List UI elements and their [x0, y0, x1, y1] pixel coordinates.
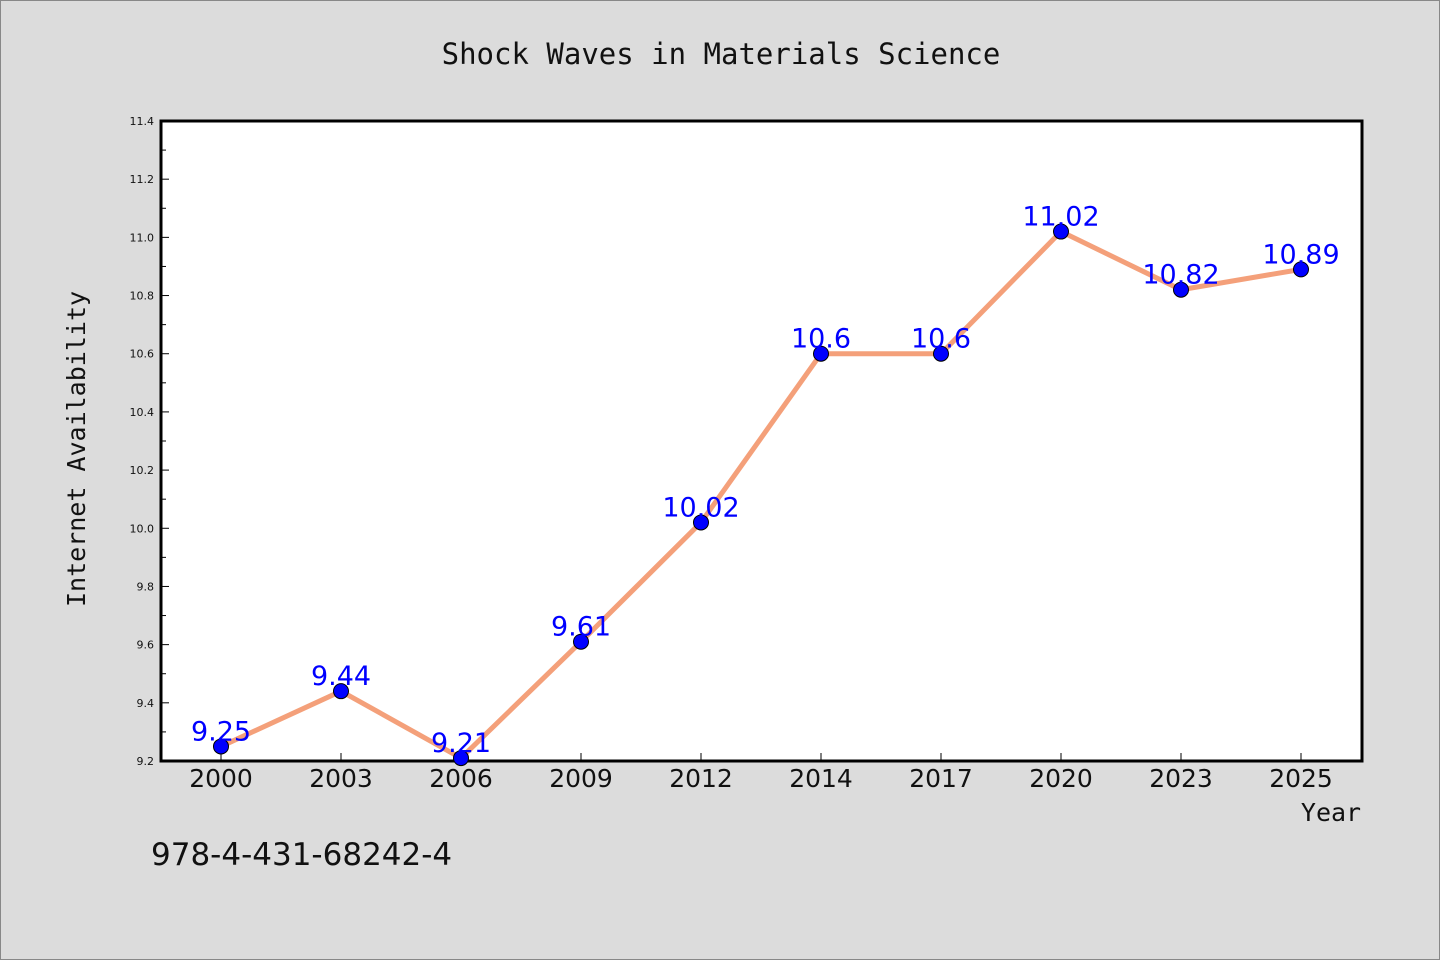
y-tick-label: 10.0: [130, 522, 155, 535]
y-tick-label: 10.8: [130, 290, 155, 303]
data-label: 10.82: [1142, 260, 1219, 291]
x-axis: 2000 2003 2006 2009 2012 2014 2017 2020 2023 2025: [189, 753, 1333, 793]
data-label: 9.25: [191, 716, 251, 747]
data-label: 10.02: [662, 492, 739, 523]
series-line: [218, 229, 1304, 761]
data-label: 10.89: [1262, 239, 1339, 270]
y-tick-label: 10.2: [130, 464, 155, 477]
x-tick-label: 2003: [309, 764, 373, 793]
x-tick-label: 2014: [789, 764, 853, 793]
data-label: 9.44: [311, 661, 371, 692]
data-point: [1293, 261, 1309, 278]
y-tick-label: 11.4: [130, 115, 155, 128]
y-tick-label: 10.6: [130, 348, 155, 361]
data-label: 10.6: [791, 324, 851, 355]
isbn-text: 978-4-431-68242-4: [151, 837, 452, 873]
data-point: [1053, 223, 1069, 240]
x-tick-label: 2009: [549, 764, 613, 793]
x-tick-label: 2017: [909, 764, 973, 793]
y-tick-label: 9.4: [137, 697, 155, 710]
x-tick-label: 2012: [669, 764, 733, 793]
data-label: 9.61: [551, 612, 611, 643]
data-point: [693, 514, 709, 531]
y-axis-label: Internet Availability: [62, 291, 91, 607]
y-tick-label: 10.4: [130, 406, 155, 419]
data-point: [933, 345, 949, 362]
data-label: 9.21: [431, 728, 491, 759]
x-axis-label: Year: [1301, 798, 1361, 827]
data-point: [453, 750, 469, 767]
data-point: [333, 683, 349, 700]
data-point: [213, 738, 229, 755]
data-label: 10.6: [911, 324, 971, 355]
y-tick-label: 11.0: [130, 231, 155, 244]
data-point: [813, 345, 829, 362]
x-tick-label: 2025: [1269, 764, 1333, 793]
data-label: 11.02: [1022, 202, 1099, 233]
data-point: [1173, 281, 1189, 298]
x-tick-label: 2020: [1029, 764, 1093, 793]
data-point: [573, 633, 589, 650]
data-series: 9.25 9.44 9.21 9.61 10.02 10.6 10.6 11.02 10.82 1…: [191, 202, 1340, 767]
x-tick-label: 2023: [1149, 764, 1213, 793]
y-tick-label: 9.8: [137, 580, 155, 593]
y-tick-label: 11.2: [130, 173, 155, 186]
y-axis: 9.2 9.4 9.6 9.8 10.0 10.2 10.4 10.6 10.8 11.0 11.2…: [130, 115, 169, 768]
x-tick-label: 2006: [429, 764, 493, 793]
x-tick-label: 2000: [189, 764, 253, 793]
y-tick-label: 9.6: [137, 639, 155, 652]
y-tick-label: 9.2: [137, 755, 155, 768]
chart-title: Shock Waves in Materials Science: [442, 37, 1001, 71]
